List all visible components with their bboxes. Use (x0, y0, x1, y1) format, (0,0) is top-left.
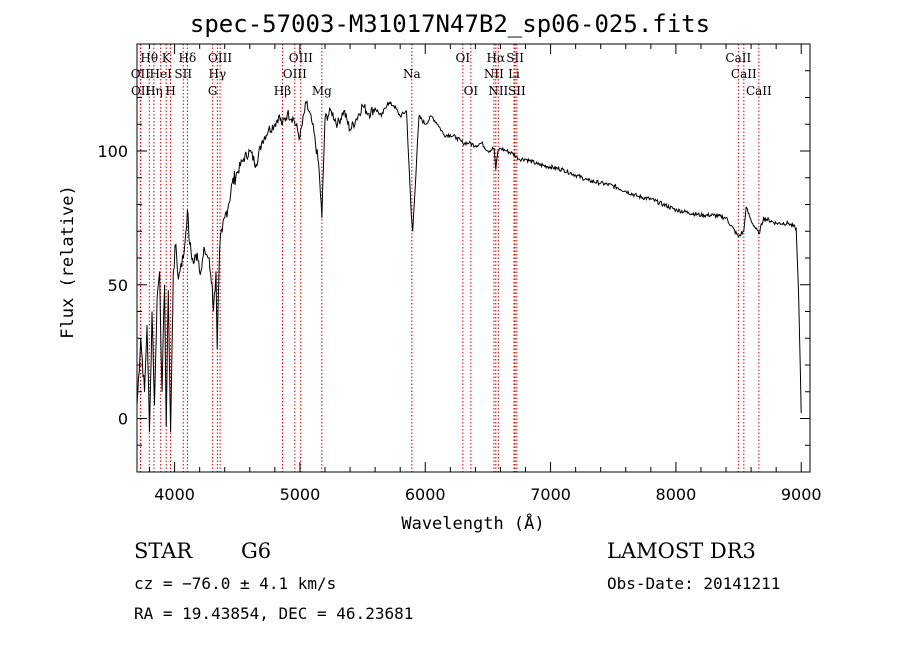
y-tick-label: 50 (108, 276, 128, 295)
spectral-line-label: CaII (725, 51, 751, 65)
spectral-line-label: OI (464, 84, 479, 98)
spectral-line-label: NII (488, 84, 508, 98)
spectral-line-label: Li (508, 67, 520, 81)
y-tick-label: 0 (118, 410, 128, 429)
spectral-line-label: K (162, 51, 172, 65)
spectral-line-label: Hθ (140, 51, 158, 65)
spectral-line-label: Na (403, 67, 421, 81)
y-tick-label: 100 (97, 142, 128, 161)
spectral-line-label: NII (484, 67, 504, 81)
chart-title: spec-57003-M31017N47B2_sp06-025.fits (189, 10, 711, 38)
observation-date: Obs-Date: 20141211 (607, 574, 781, 593)
spectral-line-label: G (208, 84, 218, 98)
x-tick-label: 4000 (154, 485, 195, 504)
axis-ticks: 4000 5000 6000 7000 8000 9000 0 50 100 (97, 44, 822, 504)
spectral-line-label: Mg (312, 84, 332, 98)
spectral-line-label: SII (174, 67, 192, 81)
x-tick-label: 6000 (405, 485, 446, 504)
spectral-line-label: SII (506, 51, 524, 65)
object-subclass: G6 (241, 539, 272, 563)
spectral-line-label: OIII (208, 51, 232, 65)
series-layer (136, 99, 802, 432)
object-class: STAR (134, 539, 193, 563)
y-axis-title: Flux (relative) (58, 185, 78, 339)
x-axis-title: Wavelength (Å) (401, 512, 544, 534)
x-tick-label: 7000 (530, 485, 571, 504)
spectral-line-label: CaII (746, 84, 772, 98)
x-tick-label: 5000 (280, 485, 321, 504)
spectral-line-label: CaII (731, 67, 757, 81)
spectral-line-label: OI (456, 51, 471, 65)
spectral-line-label: OIII (283, 67, 307, 81)
spectral-line-label: OIII (289, 51, 313, 65)
spectral-line-label: OII (131, 67, 151, 81)
spectral-line-label: Hα (487, 51, 506, 65)
plot-frame (136, 43, 811, 473)
spectral-line-label: SII (508, 84, 526, 98)
spectral-line-markers (139, 44, 760, 472)
spectral-line-label: Hδ (179, 51, 197, 65)
x-tick-label: 8000 (656, 485, 697, 504)
coordinates: RA = 19.43854, DEC = 46.23681 (134, 604, 414, 623)
survey-name: LAMOST DR3 (607, 539, 756, 563)
spectral-line-label: Hβ (274, 84, 291, 98)
spectrum-line (136, 99, 802, 432)
spectral-line-label: Hη (145, 84, 163, 98)
spectral-line-label: OII (131, 84, 151, 98)
spectral-line-label: HeI (150, 67, 173, 81)
x-tick-label: 9000 (781, 485, 822, 504)
redshift-cz: cz = −76.0 ± 4.1 km/s (134, 574, 337, 593)
spectral-line-label: Hγ (209, 67, 227, 81)
spectral-line-label: H (165, 84, 175, 98)
